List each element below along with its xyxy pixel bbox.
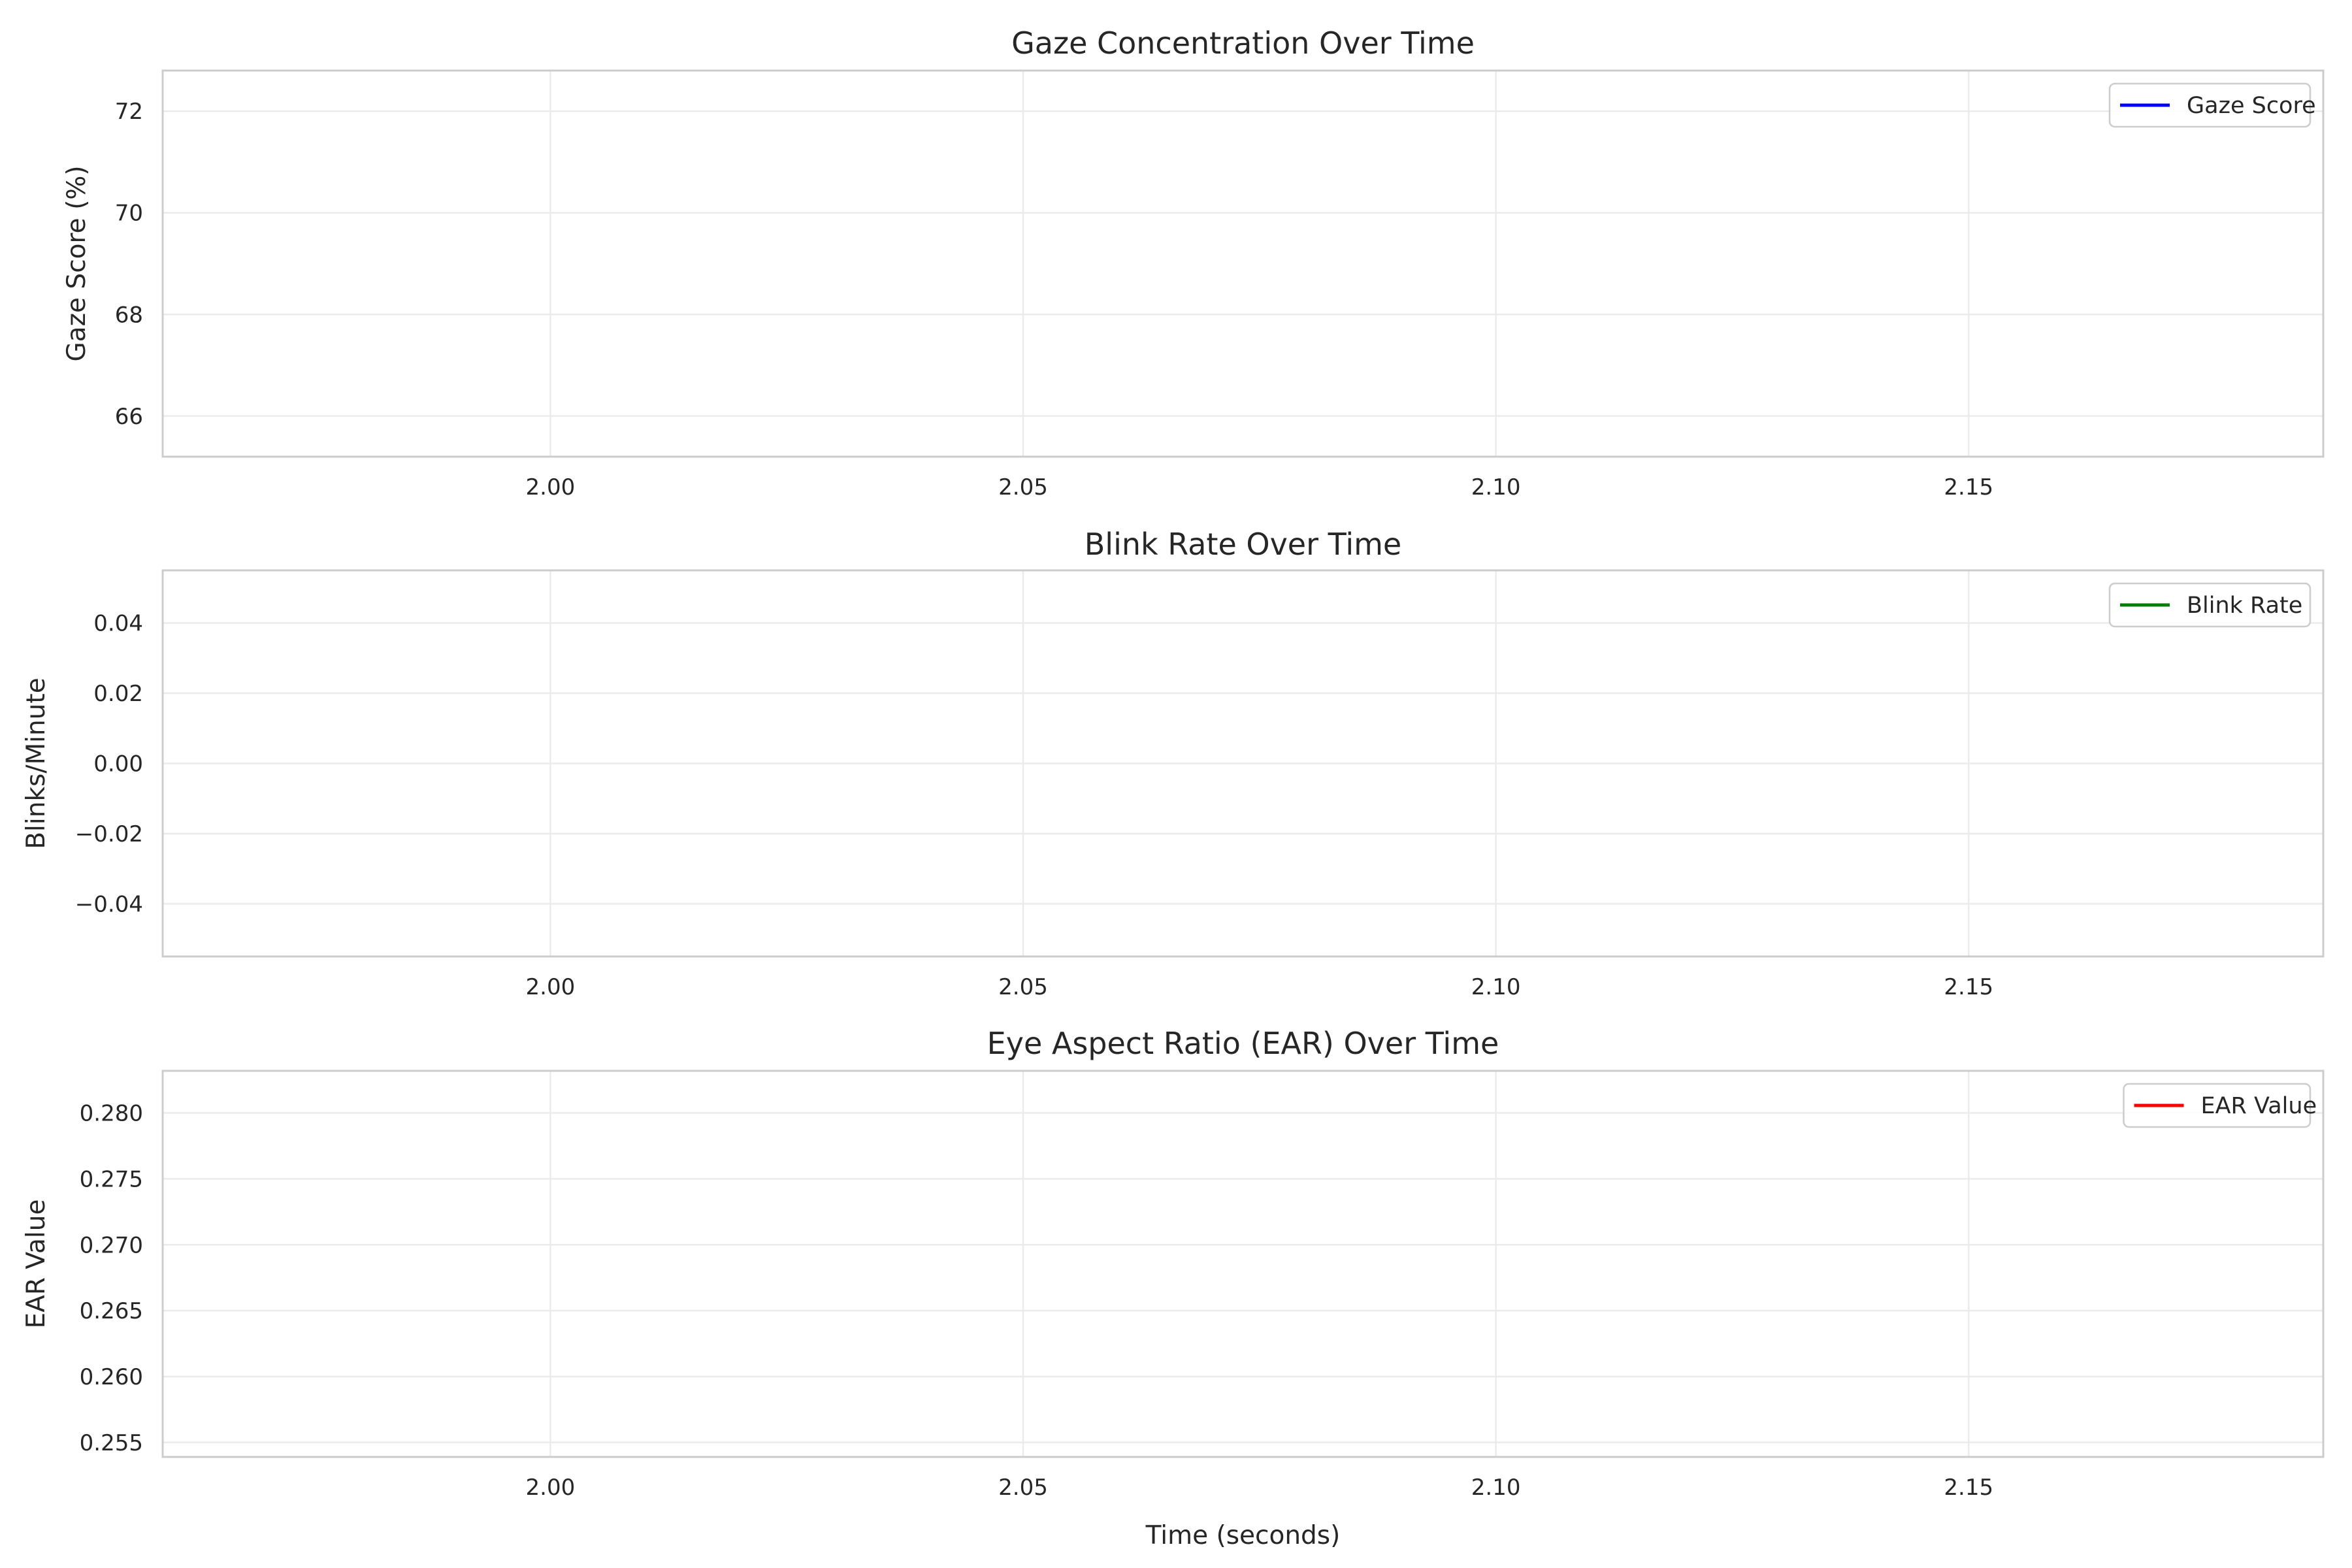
y-tick-label: 0.280	[80, 1101, 143, 1127]
y-axis-label: Gaze Score (%)	[62, 165, 91, 361]
x-tick-label: 2.10	[1471, 474, 1521, 500]
legend-label: EAR Value	[2201, 1093, 2317, 1119]
plot-area	[163, 71, 2323, 457]
plot-area	[163, 1071, 2323, 1457]
chart-panel-1: 2.00 2.05 2.10 2.15 66 68 70 72 Gaze Concentrati…	[62, 25, 2325, 500]
y-tick-label: 0.02	[93, 681, 143, 707]
x-tick-label: 2.10	[1471, 1475, 1521, 1501]
x-axis-label: Time (seconds)	[1145, 1521, 1341, 1550]
x-tick-label: 2.05	[998, 474, 1048, 500]
legend: Blink Rate	[2108, 582, 2311, 628]
legend-box	[2108, 582, 2311, 628]
legend: Gaze Score	[2108, 82, 2316, 128]
y-axis-label: Blinks/Minute	[22, 678, 51, 849]
x-tick-label: 2.00	[526, 474, 576, 500]
x-tick-label: 2.05	[998, 974, 1048, 1000]
y-tick-label: 68	[115, 302, 143, 328]
y-tick-label: 0.270	[80, 1232, 143, 1258]
y-tick-label: −0.04	[75, 891, 143, 917]
legend-box	[2123, 1083, 2311, 1128]
y-tick-label: −0.02	[75, 821, 143, 847]
chart-panel-2: 2.00 2.05 2.10 2.15 0.04 0.02 0.00 −0.02 −0.04 Bl…	[22, 527, 2325, 1000]
y-tick-label: 70	[115, 201, 143, 227]
legend-box	[2108, 82, 2311, 128]
y-tick-label: 0.04	[93, 611, 143, 637]
x-tick-label: 2.00	[526, 1475, 576, 1501]
x-tick-label: 2.15	[1944, 474, 1993, 500]
chart-panel-3: 2.00 2.05 2.10 2.15 0.280 0.275 0.270 0.265 0.26…	[22, 1026, 2325, 1550]
legend: EAR Value	[2123, 1083, 2317, 1128]
y-axis-label: EAR Value	[22, 1200, 51, 1329]
y-tick-label: 66	[115, 404, 143, 430]
y-tick-label: 0.265	[80, 1298, 143, 1324]
x-tick-label: 2.05	[998, 1475, 1048, 1501]
x-tick-label: 2.15	[1944, 974, 1993, 1000]
plot-frame	[161, 69, 2325, 458]
plot-frame	[161, 1070, 2325, 1458]
y-tick-label: 0.255	[80, 1430, 143, 1456]
legend-label: Blink Rate	[2187, 593, 2302, 619]
y-tick-label: 0.275	[80, 1166, 143, 1192]
chart-title: Eye Aspect Ratio (EAR) Over Time	[987, 1026, 1499, 1061]
chart-title: Gaze Concentration Over Time	[1011, 25, 1475, 61]
y-tick-label: 0.00	[93, 751, 143, 777]
x-tick-label: 2.10	[1471, 974, 1521, 1000]
y-tick-label: 72	[115, 99, 143, 125]
plot-frame	[161, 569, 2325, 958]
chart-title: Blink Rate Over Time	[1085, 527, 1401, 562]
x-tick-label: 2.15	[1944, 1475, 1993, 1501]
legend-label: Gaze Score	[2187, 93, 2316, 119]
x-tick-label: 2.00	[526, 974, 576, 1000]
y-tick-label: 0.260	[80, 1364, 143, 1390]
